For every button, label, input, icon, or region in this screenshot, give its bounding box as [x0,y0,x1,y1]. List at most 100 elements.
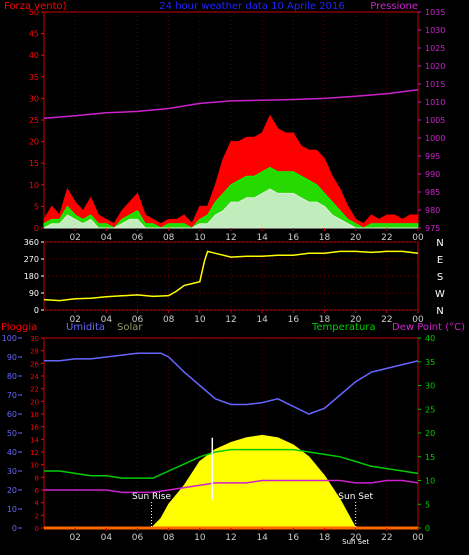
pressure-tick-label: 980 [425,206,440,215]
wind-tick-label: 35 [29,73,39,82]
x-tick-label: 08 [163,233,175,243]
temperature-line [44,448,419,479]
temperature-tick-label: 40 [425,334,435,343]
x-tick-label: 02 [69,233,80,243]
direction-left-ticks: 0 90 180 270 360 [24,238,44,315]
pressure-tick-label: 995 [425,152,440,161]
x-tick-label: 02 [69,315,80,325]
x-tick-label: 18 [319,533,331,543]
humidity-tick-label: 90 [7,353,17,362]
rain-tick-label: 0 [35,525,39,533]
x-tick-label: 06 [132,315,144,325]
compass-label: N [436,238,443,249]
wind-left-ticks: 0 5 10 15 20 25 30 35 40 45 50 [29,8,44,233]
humidity-tick-label: 30 [7,467,17,476]
temperature-ticks: 0 5 10 15 20 25 30 35 40 [418,334,435,533]
x-tick-label: 12 [225,315,236,325]
x-tick-label: 00 [412,233,424,243]
humidity-ticks: 0 10 20 30 40 50 60 70 80 90 100 [2,334,22,533]
humidity-tick-label: 50 [7,429,17,438]
direction-tick-label: 90 [29,289,39,298]
direction-tick-label: 0 [34,306,39,315]
pressure-tick-label: 990 [425,170,440,179]
sunset-label: Sun Set [338,492,373,502]
pressure-tick-label: 975 [425,224,440,233]
x-tick-label: 22 [381,533,392,543]
dewpoint-legend: Dew Point (°C) [392,322,465,333]
pressure-axis-title: Pressione [370,1,418,12]
x-tick-label: 04 [101,533,113,543]
temperature-tick-label: 15 [425,453,435,462]
pressure-right-ticks: 975 980 985 990 995 1000 1005 1010 1015 1020 1025 1… [418,8,445,233]
climate-x-ticks: 02 04 06 08 10 12 14 16 18 20 22 00 [69,528,424,543]
wind-chart-title: 24 hour weather data 10 Aprile 2016 [159,1,344,12]
humidity-tick-label: 40 [7,448,17,457]
x-tick-label: 10 [194,233,206,243]
x-tick-label: 20 [350,233,362,243]
compass-label: N [436,306,443,317]
rain-tick-label: 30 [30,335,39,343]
rain-tick-label: 16 [30,424,39,432]
compass-label: E [437,255,443,266]
pressure-tick-label: 1015 [425,80,445,89]
humidity-tick-label: 100 [2,334,17,343]
humidity-tick-label: 70 [7,391,17,400]
rain-tick-label: 12 [30,449,39,457]
x-tick-label: 14 [256,533,268,543]
sunset-tick-label: Sun Set [342,538,369,546]
temperature-tick-label: 0 [425,524,430,533]
wind-tick-label: 30 [29,94,39,103]
x-tick-label: 02 [69,533,80,543]
wind-series [43,89,419,229]
rain-tick-label: 26 [30,360,39,368]
x-tick-label: 10 [194,533,206,543]
x-tick-label: 14 [256,233,268,243]
pressure-tick-label: 1020 [425,62,445,71]
x-tick-label: 04 [101,233,113,243]
x-tick-label: 20 [350,533,362,543]
humidity-tick-label: 20 [7,486,17,495]
pressure-tick-label: 1035 [425,8,445,17]
x-tick-label: 00 [412,533,424,543]
rain-tick-label: 18 [30,411,39,419]
rain-tick-label: 24 [30,373,39,381]
x-tick-label: 16 [288,233,300,243]
pressure-tick-label: 1025 [425,44,445,53]
humidity-tick-label: 80 [7,372,17,381]
wind-tick-label: 45 [29,30,39,39]
pressure-tick-label: 1030 [425,26,445,35]
x-tick-label: 22 [381,233,392,243]
direction-tick-label: 180 [24,272,39,281]
compass-label: S [437,272,443,283]
rain-tick-label: 10 [30,462,39,470]
x-tick-label: 18 [319,315,331,325]
wind-tick-label: 50 [29,8,39,17]
dewpoint-line [44,479,419,494]
pressure-line [43,89,419,119]
direction-tick-label: 270 [24,255,39,264]
temperature-tick-label: 30 [425,382,435,391]
humidity-tick-label: 60 [7,410,17,419]
wind-axis-title: Forza vento) [4,1,67,12]
climate-panel: 0 10 20 30 40 50 60 70 80 90 100 0 24 6 8 10 12 14 16 18 20… [1,322,465,546]
compass-label: W [435,289,445,300]
wind-tick-label: 0 [34,224,39,233]
humidity-legend: Umidita [66,322,105,333]
x-tick-label: 10 [194,315,206,325]
wind-tick-label: 25 [29,116,39,125]
pressure-tick-label: 985 [425,188,440,197]
temperature-legend: Temperatura [311,322,376,333]
rain-tick-label: 6 [35,487,40,495]
x-tick-label: 22 [381,315,392,325]
wind-tick-label: 15 [29,159,39,168]
rain-tick-label: 8 [35,474,39,482]
humidity-line [44,352,419,415]
sunrise-label: Sun Rise [132,492,171,502]
rain-tick-label: 28 [30,348,39,356]
x-tick-label: 00 [412,315,424,325]
x-tick-label: 06 [132,533,144,543]
